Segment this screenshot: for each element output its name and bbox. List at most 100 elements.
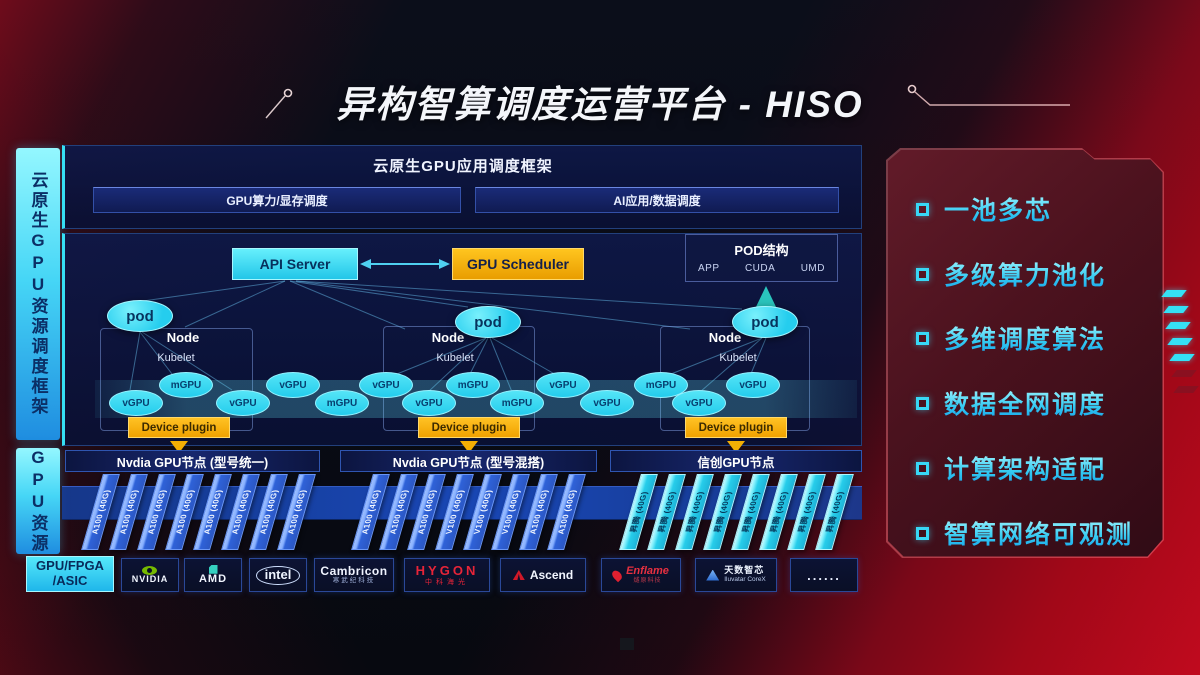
vendor-iluvatar-label: 天数智芯 bbox=[724, 565, 765, 576]
node-3-kubelet-label: Kubelet bbox=[719, 352, 757, 364]
feature-panel: 一池多芯 多级算力池化 多维调度算法 数据全网调度 计算架构适配 智算网络可观测 bbox=[886, 148, 1164, 558]
feature-item-1-label: 一池多芯 bbox=[944, 191, 1052, 227]
feature-item-6-label: 智算网络可观测 bbox=[944, 515, 1133, 551]
gpu-oval[interactable]: vGPU bbox=[402, 390, 456, 416]
vendor-enflame-sublabel: 燧原科技 bbox=[633, 578, 662, 585]
device-plugin-1[interactable]: Device plugin bbox=[128, 417, 230, 438]
feature-item-5: 计算架构适配 bbox=[916, 452, 1106, 484]
pod-oval-1[interactable]: pod bbox=[107, 300, 173, 332]
gpu-card-group-3: 昇腾 (40G) 昇腾 (40G) 昇腾 (40G) 昇腾 (40G) 昇腾 (… bbox=[619, 474, 854, 550]
sidebar-section-gpu-resources: GPU资源 bbox=[16, 448, 60, 554]
node-1-label: Node bbox=[166, 330, 200, 345]
sidebar-section-gpu-resources-label: GPU资源 bbox=[28, 448, 48, 554]
vendor-cambricon[interactable]: Cambricon 寒武纪科技 bbox=[314, 558, 394, 592]
vendor-hygon-sublabel: 中科海光 bbox=[424, 578, 469, 586]
vendor-nvidia[interactable]: NVIDIA bbox=[121, 558, 179, 592]
enflame-flame-icon bbox=[610, 568, 624, 582]
gpu-oval[interactable]: vGPU bbox=[580, 390, 634, 416]
square-bullet-icon bbox=[916, 202, 929, 216]
slash-deco-icon bbox=[1173, 386, 1199, 393]
node-1-kubelet-label: Kubelet bbox=[157, 352, 195, 364]
framework-panel: 云原生GPU应用调度框架 GPU算力/显存调度 AI应用/数据调度 bbox=[62, 145, 862, 229]
vendor-hygon[interactable]: HYGON 中科海光 bbox=[404, 558, 490, 592]
gpu-oval[interactable]: mGPU bbox=[446, 372, 500, 398]
device-plugin-3[interactable]: Device plugin bbox=[685, 417, 787, 438]
feature-item-3: 多维调度算法 bbox=[916, 322, 1106, 354]
vendor-amd-label: AMD bbox=[198, 572, 228, 585]
slash-deco-icon bbox=[1167, 338, 1193, 345]
hardware-layer-line2: /ASIC bbox=[52, 573, 88, 588]
square-bullet-icon bbox=[916, 396, 929, 410]
vendor-ascend-label: Ascend bbox=[529, 568, 574, 582]
gpu-oval[interactable]: mGPU bbox=[315, 390, 369, 416]
vendor-nvidia-label: NVIDIA bbox=[131, 573, 169, 584]
pod-structure-title: POD结构 bbox=[734, 243, 789, 258]
vendor-ascend[interactable]: Ascend bbox=[500, 558, 586, 592]
square-bullet-icon bbox=[916, 461, 929, 475]
slash-deco-icon bbox=[1161, 290, 1187, 297]
square-bullet-icon bbox=[916, 331, 929, 345]
pod-layer-app: APP bbox=[698, 263, 720, 274]
gpu-card-group-2: A100 (40G) A100 (40G) A100 (40G) V100 (4… bbox=[351, 474, 586, 550]
vendor-enflame-label: Enflame bbox=[626, 564, 669, 577]
pool-bar-nvidia-mixed[interactable]: Nvdia GPU节点 (型号混搭) bbox=[340, 450, 597, 472]
gpu-oval[interactable]: vGPU bbox=[726, 372, 780, 398]
hardware-layer-line1: GPU/FPGA bbox=[36, 558, 104, 574]
feature-item-2-label: 多级算力池化 bbox=[944, 256, 1106, 292]
gpu-oval[interactable]: vGPU bbox=[216, 390, 270, 416]
feature-item-4: 数据全网调度 bbox=[916, 387, 1106, 419]
amd-arrow-icon bbox=[208, 564, 218, 574]
ai-data-scheduling-box[interactable]: AI应用/数据调度 bbox=[475, 187, 839, 213]
square-bullet-icon bbox=[916, 526, 929, 540]
footer-dot bbox=[620, 638, 634, 650]
feature-item-2: 多级算力池化 bbox=[916, 258, 1106, 290]
pod-layer-cuda: CUDA bbox=[744, 263, 776, 274]
gpu-oval[interactable]: vGPU bbox=[536, 372, 590, 398]
pod-oval-2[interactable]: pod bbox=[455, 306, 521, 338]
compute-memory-scheduling-box[interactable]: GPU算力/显存调度 bbox=[93, 187, 461, 213]
vendor-more-label: ...... bbox=[807, 567, 841, 583]
pool-bar-xinchuang[interactable]: 信创GPU节点 bbox=[610, 450, 862, 472]
gpu-oval[interactable]: vGPU bbox=[672, 390, 726, 416]
gpu-oval[interactable]: mGPU bbox=[490, 390, 544, 416]
gpu-oval[interactable]: vGPU bbox=[359, 372, 413, 398]
pod-structure-panel: POD结构 APP CUDA UMD bbox=[685, 234, 838, 282]
vendor-intel[interactable]: intel bbox=[249, 558, 307, 592]
pool-bar-nvidia-uniform[interactable]: Nvdia GPU节点 (型号统一) bbox=[65, 450, 320, 472]
sidebar-section-cloud-native-label: 云原生GPU资源调度框架 bbox=[28, 171, 48, 417]
pod-layer-umd: UMD bbox=[800, 263, 825, 274]
feature-item-4-label: 数据全网调度 bbox=[944, 385, 1106, 421]
gpu-scheduler-box[interactable]: GPU Scheduler bbox=[452, 248, 584, 280]
vendor-cambricon-label: Cambricon bbox=[320, 563, 388, 578]
ascend-logo-icon bbox=[512, 570, 525, 580]
gpu-oval[interactable]: vGPU bbox=[109, 390, 163, 416]
iluvatar-triangle-icon bbox=[706, 569, 720, 581]
api-server-box[interactable]: API Server bbox=[232, 248, 358, 280]
node-2-kubelet-label: Kubelet bbox=[436, 352, 474, 364]
slash-deco-icon bbox=[1163, 306, 1189, 313]
slash-deco-icon bbox=[1165, 322, 1191, 329]
vendor-amd[interactable]: AMD bbox=[184, 558, 242, 592]
pod-oval-3[interactable]: pod bbox=[732, 306, 798, 338]
square-bullet-icon bbox=[916, 267, 929, 281]
node-3-label: Node bbox=[708, 330, 742, 345]
vendor-iluvatar-sublabel: Iluvatar CoreX bbox=[724, 575, 766, 583]
slash-deco-icon bbox=[1169, 354, 1195, 361]
feature-panel-inner bbox=[887, 149, 1163, 557]
feature-item-1: 一池多芯 bbox=[916, 193, 1052, 225]
framework-title: 云原生GPU应用调度框架 bbox=[373, 158, 553, 175]
sidebar-section-cloud-native: 云原生GPU资源调度框架 bbox=[16, 148, 60, 440]
hardware-layer-label: GPU/FPGA /ASIC bbox=[26, 556, 114, 592]
gpu-oval[interactable]: vGPU bbox=[266, 372, 320, 398]
slash-deco-icon bbox=[1171, 370, 1197, 377]
page-title: 异构智算调度运营平台 - HISO bbox=[336, 84, 864, 125]
vendor-iluvatar[interactable]: 天数智芯 Iluvatar CoreX bbox=[695, 558, 777, 592]
feature-item-3-label: 多维调度算法 bbox=[944, 320, 1106, 356]
vendor-more[interactable]: ...... bbox=[790, 558, 858, 592]
vendor-enflame[interactable]: Enflame 燧原科技 bbox=[601, 558, 681, 592]
vendor-hygon-label: HYGON bbox=[415, 563, 479, 578]
gpu-oval[interactable]: mGPU bbox=[159, 372, 213, 398]
feature-item-5-label: 计算架构适配 bbox=[944, 450, 1106, 486]
device-plugin-2[interactable]: Device plugin bbox=[418, 417, 520, 438]
